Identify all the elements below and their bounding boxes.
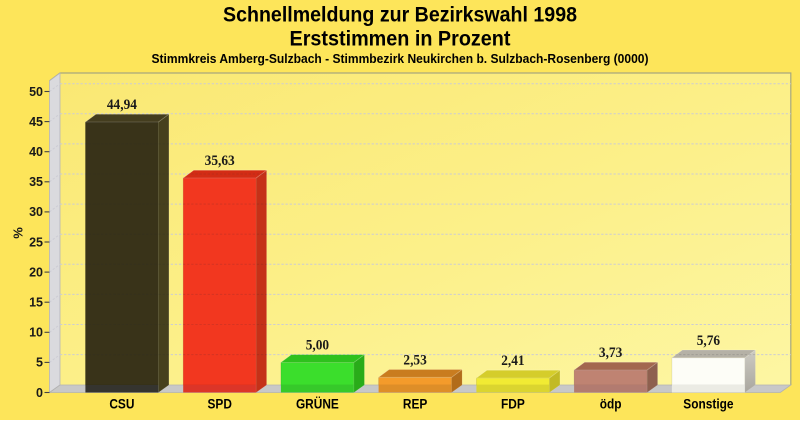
svg-text:40: 40 xyxy=(29,145,43,159)
svg-text:FDP: FDP xyxy=(501,397,525,412)
svg-text:5,00: 5,00 xyxy=(306,337,329,353)
svg-text:SPD: SPD xyxy=(208,397,233,412)
svg-text:ödp: ödp xyxy=(600,397,622,412)
svg-text:5,76: 5,76 xyxy=(697,333,720,349)
svg-text:Stimmkreis Amberg-Sulzbach - S: Stimmkreis Amberg-Sulzbach - Stimmbezirk… xyxy=(152,52,649,66)
svg-text:20: 20 xyxy=(29,265,43,279)
svg-text:%: % xyxy=(11,227,26,239)
svg-text:2,53: 2,53 xyxy=(403,352,426,368)
svg-text:35: 35 xyxy=(29,175,43,189)
svg-text:Schnellmeldung zur Bezirkswahl: Schnellmeldung zur Bezirkswahl 1998 xyxy=(223,4,577,27)
svg-text:5: 5 xyxy=(36,356,43,370)
svg-text:50: 50 xyxy=(29,85,43,99)
svg-text:3,73: 3,73 xyxy=(599,345,622,361)
svg-text:35,63: 35,63 xyxy=(205,153,235,169)
svg-text:GRÜNE: GRÜNE xyxy=(296,397,339,412)
svg-text:10: 10 xyxy=(29,326,43,340)
svg-text:Erststimmen in Prozent: Erststimmen in Prozent xyxy=(290,28,511,51)
svg-text:15: 15 xyxy=(29,296,43,310)
svg-text:30: 30 xyxy=(29,205,43,219)
svg-text:2,41: 2,41 xyxy=(501,353,524,369)
svg-text:Sonstige: Sonstige xyxy=(683,397,734,412)
svg-text:CSU: CSU xyxy=(109,397,134,412)
svg-text:25: 25 xyxy=(29,235,43,249)
svg-text:44,94: 44,94 xyxy=(107,97,137,113)
svg-text:REP: REP xyxy=(403,397,427,412)
svg-text:0: 0 xyxy=(36,386,43,400)
svg-text:45: 45 xyxy=(29,115,43,129)
